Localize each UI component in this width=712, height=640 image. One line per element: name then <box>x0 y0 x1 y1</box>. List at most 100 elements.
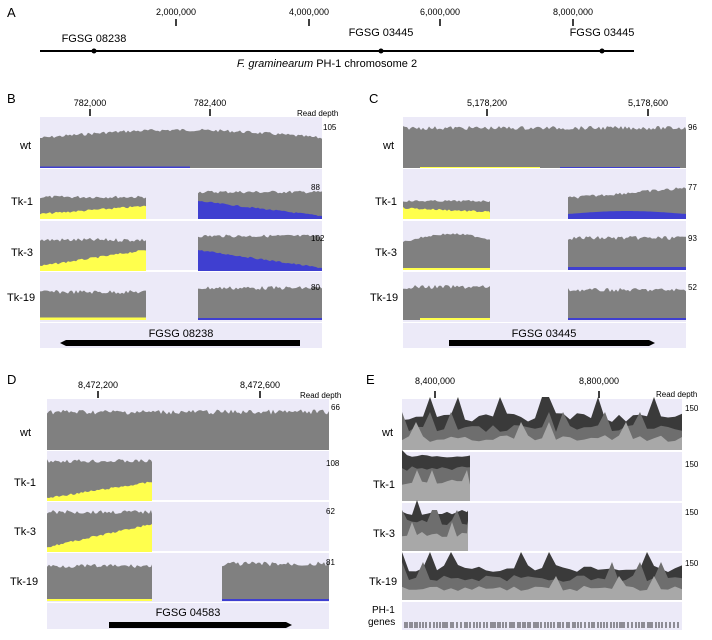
tk3-allele-yellow <box>40 250 146 271</box>
tk1-allele-yellow <box>40 205 146 219</box>
tick-label: 5,178,200 <box>467 98 507 108</box>
panel-b: B 782,000 782,400 Read depth wt Tk-1 Tk-… <box>7 91 338 348</box>
track-label-tk1: Tk-1 <box>375 196 397 208</box>
tk19-allele-blue <box>568 318 686 320</box>
tk1-allele-blue <box>198 201 322 219</box>
wt-coverage <box>403 126 686 168</box>
track-label-tk19: Tk-19 <box>370 292 398 304</box>
tk19-coverage-right <box>222 561 329 601</box>
panel-e: E 8,400,000 8,800,000 Read depth wt Tk-1… <box>366 372 699 630</box>
tk19-coverage-left <box>403 285 490 320</box>
depth-value: 102 <box>311 234 325 243</box>
track-label-tk3: Tk-3 <box>373 528 395 540</box>
gene-name: FGSG 08238 <box>149 328 214 340</box>
depth-value: 52 <box>688 283 697 292</box>
track-label-tk1: Tk-1 <box>373 479 395 491</box>
panel-a: A 2,000,000 4,000,000 6,000,000 8,000,00… <box>7 5 634 70</box>
ph1-gene-marks <box>404 622 679 628</box>
tick-label: 8,800,000 <box>579 376 619 386</box>
tk1-coverage-right <box>568 187 686 219</box>
depth-value: 80 <box>311 283 320 292</box>
genes-track-label: PH-1 <box>372 605 395 616</box>
track-label-tk3: Tk-3 <box>11 247 33 259</box>
tk3-coverage-left <box>403 233 490 270</box>
tk19-allele-yellow <box>47 599 152 601</box>
depth-value: 105 <box>323 123 337 132</box>
tick-label: 5,178,600 <box>628 98 668 108</box>
panel-a-letter: A <box>7 5 16 20</box>
tick-label: 782,000 <box>74 98 107 108</box>
tk3-allele-blue <box>568 267 686 270</box>
track-label-wt: wt <box>381 427 393 439</box>
panel-d-letter: D <box>7 372 16 387</box>
depth-value: 96 <box>688 123 697 132</box>
read-depth-label: Read depth <box>297 109 338 118</box>
tick-label: 6,000,000 <box>420 7 460 17</box>
wt-coverage <box>47 409 329 450</box>
tk19-coverage-low <box>402 576 682 600</box>
tk19-allele-blue <box>222 599 329 601</box>
tk19-coverage-right <box>568 288 686 320</box>
tk1-allele-blue <box>568 211 686 219</box>
track-label-tk1: Tk-1 <box>14 477 36 489</box>
track-label-wt: wt <box>19 140 31 152</box>
depth-value: 88 <box>311 183 320 192</box>
read-depth-label: Read depth <box>300 391 341 400</box>
chromosome-label: F. graminearum PH-1 chromosome 2 <box>237 58 417 70</box>
tk19-coverage-left <box>40 290 146 320</box>
gene-name: FGSG 03445 <box>512 328 577 340</box>
track-label-tk3: Tk-3 <box>14 526 36 538</box>
genes-track-label: genes <box>368 617 395 628</box>
tick-label: 8,400,000 <box>415 376 455 386</box>
depth-value: 150 <box>685 508 699 517</box>
wt-coverage <box>40 128 322 168</box>
gene-label: FGSG 03445 <box>570 27 635 39</box>
tick-label: 8,472,600 <box>240 380 280 390</box>
wt-allele-blue <box>560 167 680 168</box>
panel-a-ticks: 2,000,000 4,000,000 6,000,000 8,000,000 <box>156 7 593 26</box>
depth-value: 81 <box>326 558 335 567</box>
depth-value: 150 <box>685 460 699 469</box>
gene-label: FGSG 03445 <box>349 27 414 39</box>
track-label-tk19: Tk-19 <box>7 292 35 304</box>
track-label-tk1: Tk-1 <box>11 196 33 208</box>
gene-arrow <box>109 622 292 628</box>
depth-value: 93 <box>688 234 697 243</box>
tick-label: 4,000,000 <box>289 7 329 17</box>
gene-name: FGSG 04583 <box>156 607 221 619</box>
wt-coverage-low <box>402 422 682 450</box>
tk3-allele-blue <box>198 250 322 271</box>
gene-label: FGSG 08238 <box>62 33 127 45</box>
depth-value: 66 <box>331 403 340 412</box>
tick-label: 2,000,000 <box>156 7 196 17</box>
tk19-coverage-left <box>47 564 152 601</box>
tk3-allele-yellow <box>403 268 490 270</box>
read-depth-label: Read depth <box>656 390 697 399</box>
track-label-tk3: Tk-3 <box>375 247 397 259</box>
track-label-tk19: Tk-19 <box>10 576 38 588</box>
gene-markers: FGSG 08238 FGSG 03445 FGSG 03445 <box>62 27 635 54</box>
panel-c-letter: C <box>369 91 378 106</box>
depth-value: 62 <box>326 507 335 516</box>
depth-value: 150 <box>685 404 699 413</box>
tk3-coverage-right <box>568 236 686 270</box>
panel-d: D 8,472,200 8,472,600 Read depth wt Tk-1… <box>7 372 341 629</box>
tk1-allele-yellow <box>47 481 152 501</box>
depth-value: 150 <box>685 559 699 568</box>
tk19-allele-yellow <box>40 317 146 320</box>
track-label-wt: wt <box>382 140 394 152</box>
gene-arrow <box>60 340 300 346</box>
depth-value: 77 <box>688 183 697 192</box>
tk19-allele-yellow <box>420 318 490 320</box>
tick-label: 8,000,000 <box>553 7 593 17</box>
gene-arrow <box>449 340 655 346</box>
tick-label: 8,472,200 <box>78 380 118 390</box>
tk19-allele-blue <box>198 318 322 320</box>
wt-allele-blue <box>40 166 190 168</box>
depth-value: 108 <box>326 459 340 468</box>
tk19-coverage-right <box>198 286 322 320</box>
tk1-coverage-low <box>402 470 470 501</box>
track-label-wt: wt <box>19 427 31 439</box>
panel-e-letter: E <box>366 372 375 387</box>
